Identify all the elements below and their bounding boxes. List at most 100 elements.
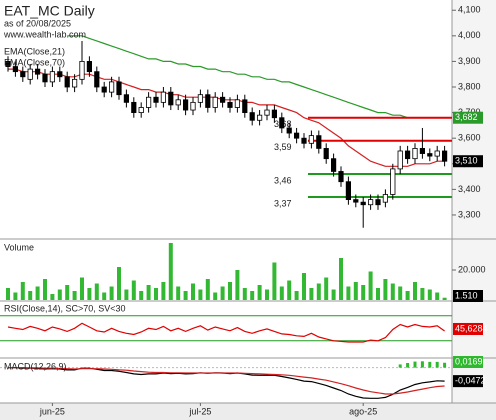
volume-bar: [279, 286, 284, 300]
value-badge: [453, 290, 483, 302]
pane-title: MACD(12,26,9): [4, 361, 67, 371]
candle-body: [419, 148, 426, 154]
volume-bar: [87, 288, 92, 300]
volume-bar: [13, 292, 18, 300]
volume-bar: [390, 283, 395, 300]
candle-body: [293, 132, 300, 139]
volume-bar: [405, 291, 410, 300]
candle-body: [94, 71, 100, 88]
volume-bar: [435, 292, 440, 300]
volume-bar: [6, 288, 10, 300]
candle-body: [301, 137, 307, 144]
candle-body: [286, 127, 292, 134]
candle-body: [249, 112, 255, 121]
candle-body: [153, 96, 159, 103]
x-tick-label: jun-25: [39, 406, 65, 416]
volume-bar: [161, 282, 166, 300]
level-label: 3,46: [274, 175, 292, 185]
candle-body: [123, 94, 129, 103]
volume-bar: [294, 291, 299, 300]
candle-body: [79, 61, 85, 80]
candle-body: [182, 99, 189, 111]
level-label: 3,37: [274, 198, 292, 208]
value-badge: [453, 111, 483, 124]
y-tick-label: 3,800: [458, 81, 481, 91]
volume-bar: [331, 289, 336, 300]
volume-bar: [198, 289, 203, 300]
volume-bar: [191, 283, 195, 300]
volume-bar: [168, 243, 173, 300]
volume-bar: [316, 283, 321, 300]
candle-body: [434, 150, 440, 157]
candle-body: [109, 81, 115, 93]
candle-body: [242, 99, 248, 114]
candle-body: [205, 94, 211, 108]
candle-body: [316, 135, 322, 149]
volume-bar: [72, 291, 77, 300]
volume-bar: [213, 292, 218, 300]
volume-bar: [442, 297, 447, 300]
volume-bar: [398, 286, 403, 300]
volume-bar: [368, 271, 373, 300]
volume-bar: [235, 270, 240, 300]
volume-bar: [176, 286, 181, 300]
y-tick-label: 4,000: [458, 30, 481, 40]
candle-body: [323, 148, 329, 160]
candle-body: [264, 109, 270, 116]
volume-bar: [117, 267, 121, 300]
candle-body: [101, 86, 107, 93]
x-tick-label: ago-25: [349, 406, 377, 416]
volume-bar: [376, 288, 380, 300]
y-tick-label: 3,900: [458, 56, 481, 66]
candle-body: [64, 76, 70, 88]
candle-body: [353, 199, 359, 203]
volume-bar: [57, 289, 62, 300]
value-label: 0,0169: [455, 356, 483, 366]
candle-body: [390, 168, 396, 195]
volume-bar: [427, 289, 432, 300]
value-badge: [453, 356, 483, 368]
volume-bar: [65, 285, 70, 300]
volume-bar: [154, 288, 158, 300]
plot: 4,1004,0003,9003,8003,7003,6003,5003,400…: [0, 5, 488, 416]
candle-body: [234, 99, 240, 108]
candle-body: [404, 150, 411, 160]
volume-bar: [43, 279, 47, 300]
chart-title: EAT_MC Daily: [4, 3, 95, 19]
volume-bar: [242, 288, 247, 300]
legend-entry: EMA(Close,21): [4, 46, 65, 56]
candle-body: [330, 158, 337, 172]
volume-bar: [50, 294, 55, 300]
volume-bar: [124, 289, 129, 300]
volume-bar: [250, 291, 255, 300]
series-line: [8, 367, 445, 395]
value-label: 3,510: [455, 156, 478, 166]
series-line: [7, 322, 445, 343]
y-tick-label: 20.000: [458, 264, 486, 274]
candle-body: [57, 71, 63, 78]
volume-bar: [324, 277, 329, 300]
value-badge: [453, 375, 483, 388]
volume-bar: [35, 286, 40, 300]
volume-bar: [309, 288, 314, 300]
value-badge: [453, 322, 483, 335]
volume-bar: [272, 262, 277, 300]
candle-body: [49, 71, 56, 83]
candle-body: [360, 201, 366, 206]
candle-body: [345, 181, 352, 201]
volume-bar: [139, 291, 144, 300]
value-label: 45,6284: [455, 323, 488, 333]
y-tick-label: 4,100: [458, 5, 481, 15]
series-line: [67, 35, 445, 119]
y-tick-label: 3,300: [458, 209, 481, 219]
y-tick-label: 3,600: [458, 133, 481, 143]
volume-bar: [361, 285, 366, 300]
volume-bar: [109, 286, 114, 300]
candle-body: [160, 91, 166, 103]
volume-bar: [228, 282, 232, 300]
candle-body: [197, 94, 203, 103]
volume-bar: [80, 277, 84, 300]
volume-bar: [94, 283, 99, 300]
candle-body: [212, 96, 218, 108]
